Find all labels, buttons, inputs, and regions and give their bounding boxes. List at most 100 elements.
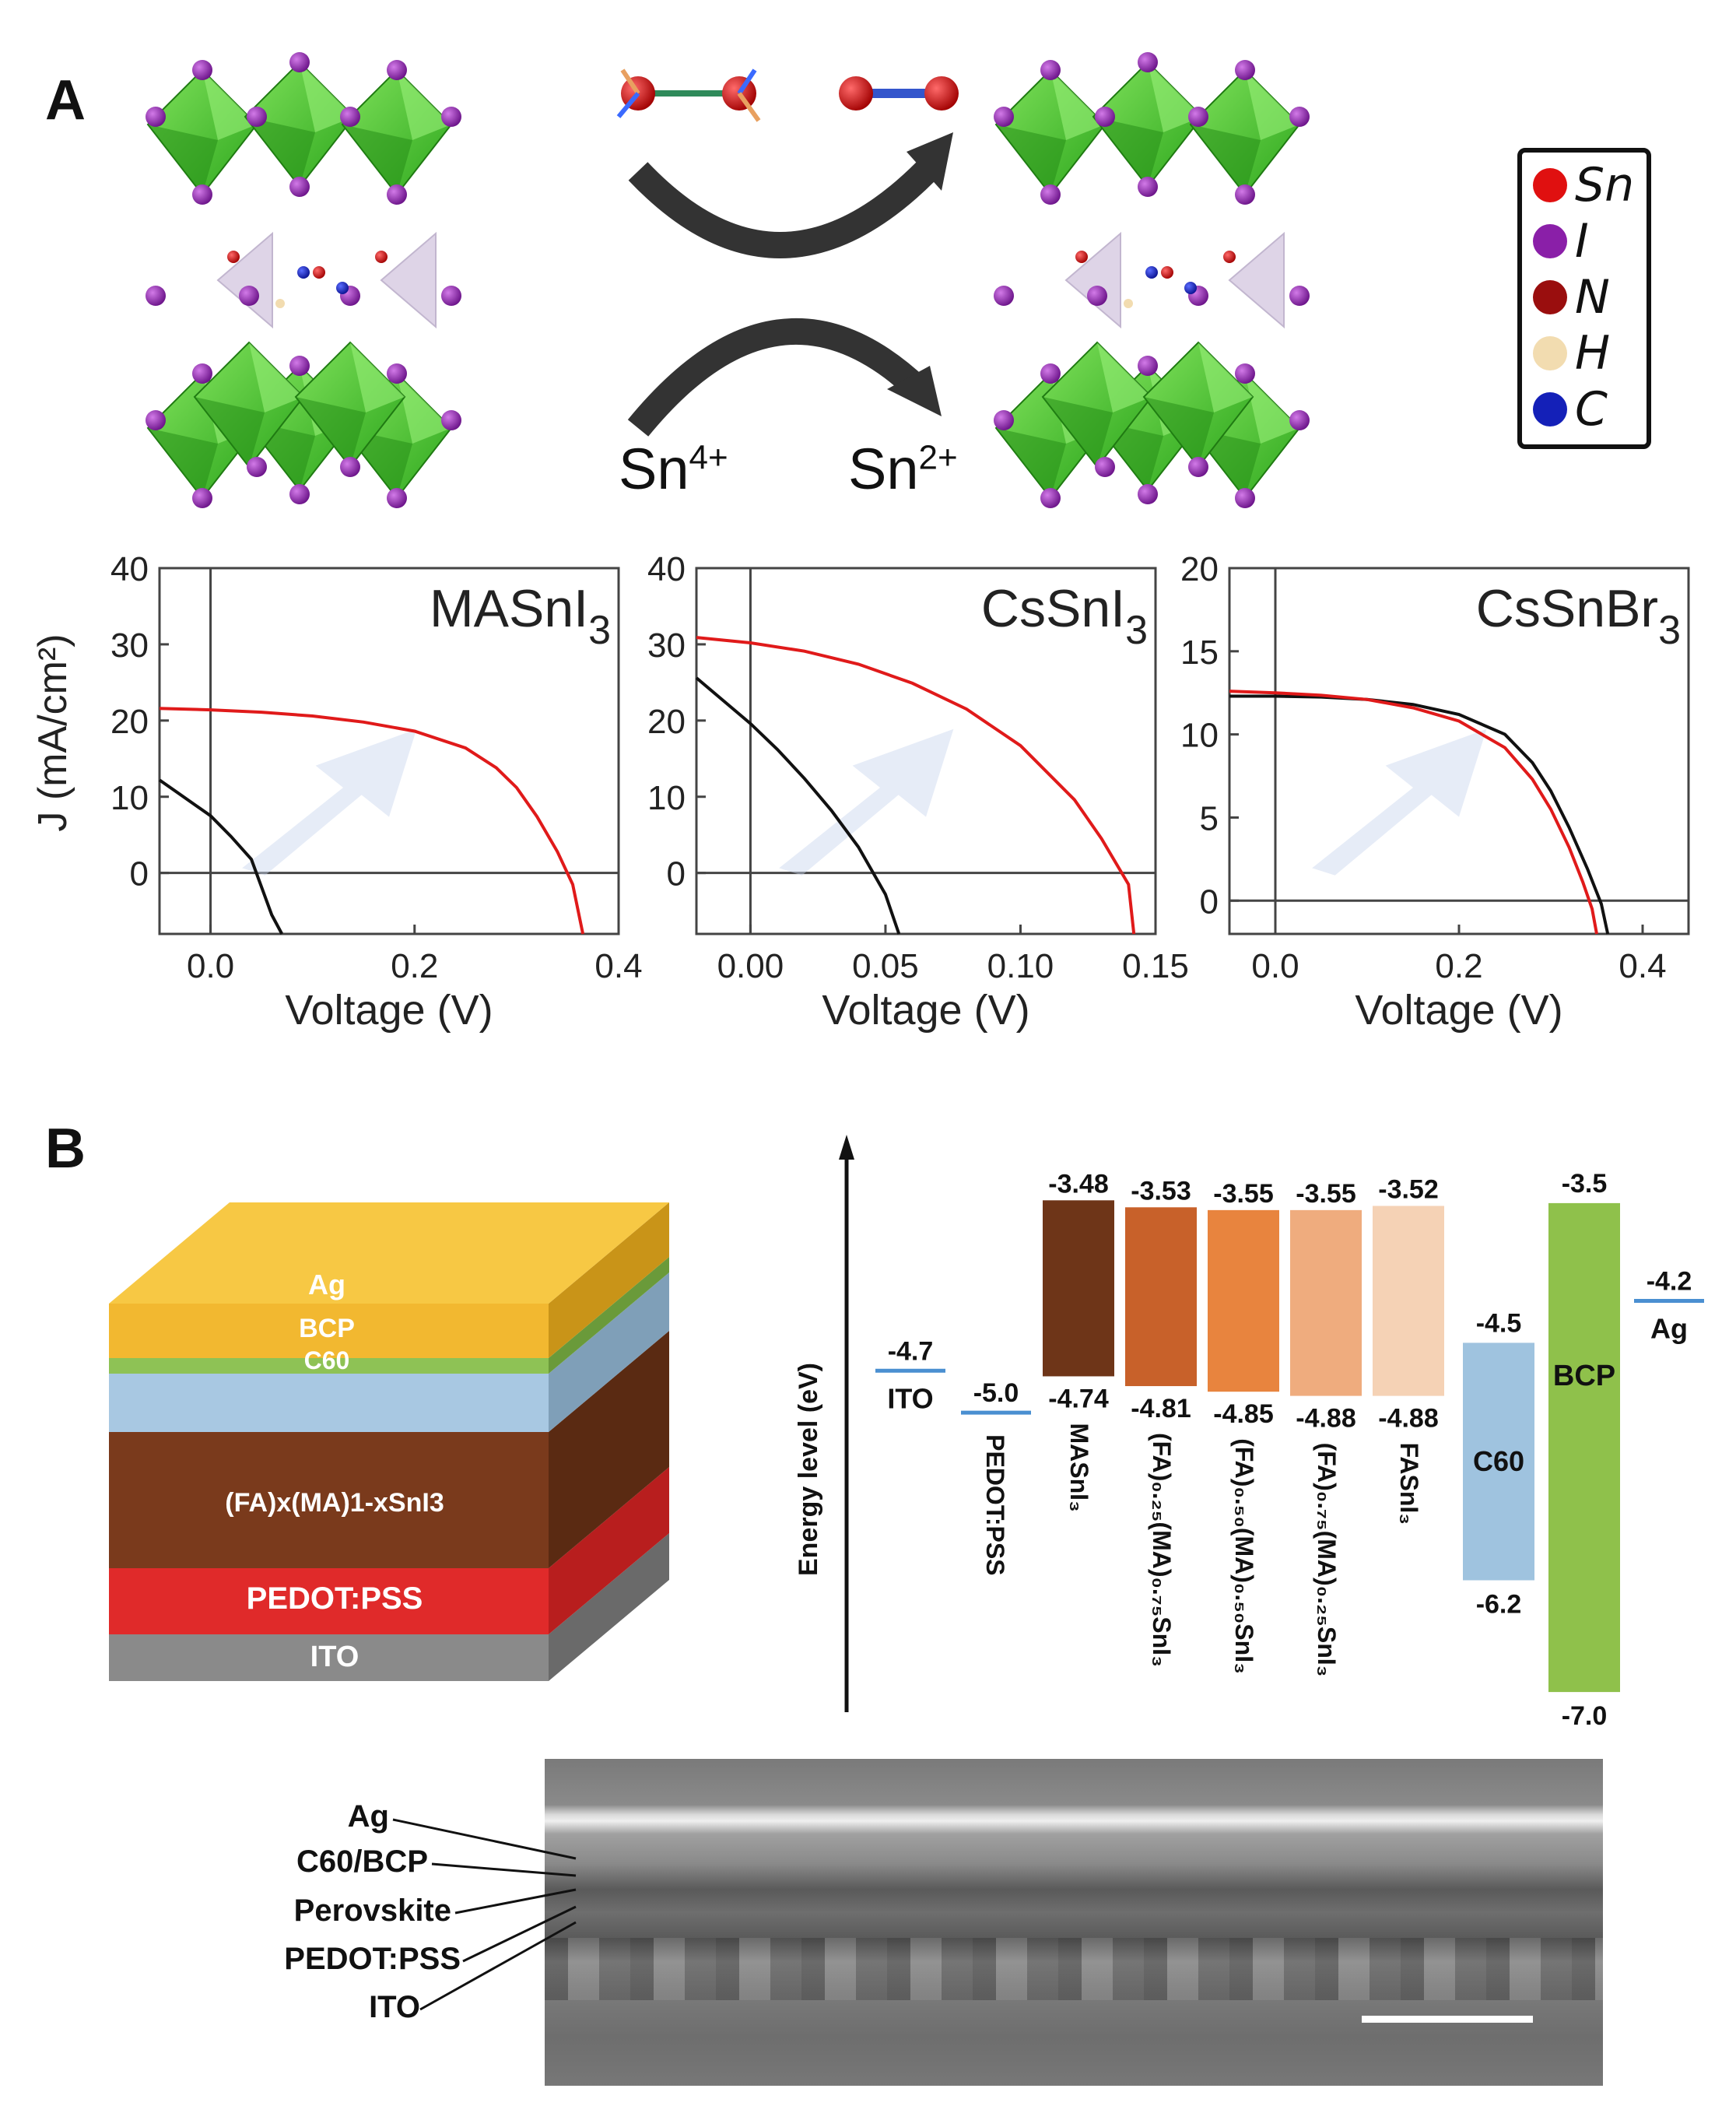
energy-axis-arrow-icon [839,1135,854,1160]
sn-dot [1533,168,1567,202]
trend-arrow-icon [242,728,417,876]
chart-title: MASnI3 [430,579,611,653]
ag-value: -4.2 [1647,1267,1692,1297]
stack-label-perovskite: (FA)x(MA)1-xSnI3 [225,1488,444,1518]
perovskite-bottom-3: -4.88 [1296,1404,1356,1434]
jv-series-1 [696,636,1136,935]
jv-series-1 [159,707,585,935]
y-tick-label: 40 [647,550,686,588]
y-tick-label: 5 [1200,799,1219,837]
legend-row-h: H [1533,330,1610,377]
perovskite-name-2: (FA)₀.₅₀(MA)₀.₅₀SnI₃ [1230,1438,1258,1674]
sem-label-pedot: PEDOT:PSS [284,1942,461,1976]
sem-cross-section-image [545,1759,1603,2086]
jv-chart-0: 0 10 20 30 40 0.0 0.2 0.4 MASnI3 Voltage (V) J (mA… [30,550,643,1034]
c60-bottom: -6.2 [1476,1590,1522,1620]
plot-frame [695,567,1157,935]
sem-label-c60-bcp: C60/BCP [296,1844,428,1879]
perovskite-band-3 [1290,1209,1362,1396]
energy-axis-label: Energy level (eV) [794,1362,823,1576]
sn2-label: Sn2+ [848,437,958,501]
x-tick-label: 0.10 [987,947,1054,985]
plot-frame [158,567,620,935]
sn4-label: Sn4+ [619,437,728,501]
sem-label-perovskite: Perovskite [293,1894,451,1928]
stack-label-ito: ITO [310,1641,359,1673]
perovskite-top-1: -3.53 [1131,1176,1191,1206]
y-tick-label: 20 [647,703,686,741]
perovskite-top-4: -3.52 [1378,1174,1439,1204]
jv-chart-2: 0 5 10 15 20 0.0 0.2 0.4 CsSnBr3 Voltage (V) [1180,550,1690,1034]
perovskite-bottom-2: -4.85 [1213,1399,1274,1429]
ito-value: -4.7 [888,1336,934,1366]
y-tick-label: 0 [130,855,149,893]
x-tick-label: 0.00 [717,947,784,985]
x-tick-label: 0.0 [187,947,234,985]
x-tick-label: 0.4 [594,947,642,985]
c60-top: -4.5 [1476,1308,1522,1338]
perovskite-band-2 [1208,1209,1279,1392]
perovskite-top-0: -3.48 [1048,1169,1109,1199]
scale-bar [1362,2016,1533,2023]
x-axis-label: Voltage (V) [822,987,1029,1034]
legend-row-sn: Sn [1533,162,1634,209]
chart-title-subscript: 3 [1125,608,1148,653]
y-tick-label: 10 [1180,717,1219,755]
chart-title-subscript: 3 [588,608,611,653]
perovskite-structure-scheme [140,23,1463,521]
perovskite-bottom-1: -4.81 [1131,1394,1191,1423]
y-tick-label: 10 [110,779,149,817]
jv-series-1 [1229,690,1598,935]
c60-band [1463,1343,1534,1581]
x-axis-label: Voltage (V) [1355,987,1562,1034]
x-tick-label: 0.2 [1435,947,1482,985]
n-dot [1533,280,1567,314]
stack-label-ag: Ag [308,1269,345,1300]
jv-series-0 [695,676,901,935]
y-tick-label: 30 [647,627,686,665]
sem-label-ag: Ag [347,1799,389,1834]
sem-leader-lines [392,1818,577,2011]
jv-series-0 [1229,694,1610,935]
jv-chart-1: 0 10 20 30 40 0.00 0.05 0.10 0.15 CsSnI3 Voltage (… [647,550,1189,1034]
y-tick-label: 40 [110,550,149,588]
x-tick-label: 0.05 [852,947,919,985]
y-tick-label: 10 [647,779,686,817]
element-legend: Sn I N H C [1517,148,1651,449]
perovskite-top-3: -3.55 [1296,1179,1356,1209]
perovskite-name-3: (FA)₀.₇₅(MA)₀.₂₅SnI₃ [1313,1443,1341,1677]
y-tick-label: 20 [110,703,149,741]
jv-series-0 [158,778,284,935]
y-tick-label: 20 [1180,550,1219,588]
y-tick-label: 15 [1180,634,1219,672]
y-tick-label: 30 [110,627,149,665]
perovskite-band-4 [1373,1206,1444,1396]
perovskite-band-0 [1043,1200,1114,1377]
sem-texture [545,1938,1603,2000]
perovskite-name-1: (FA)₀.₂₅(MA)₀.₇₅SnI₃ [1148,1433,1176,1667]
energy-level-diagram: -4.7 ITO -5.0 PEDOT:PSS -3.48 -4.74 MASnI₃ -3.5… [839,1135,1704,1731]
x-tick-label: 0.15 [1122,947,1189,985]
chart-title-subscript: 3 [1658,608,1681,653]
x-tick-label: 0.2 [391,947,438,985]
legend-row-i: I [1533,218,1589,265]
perovskite-name-0: MASnI₃ [1065,1423,1093,1511]
panel-b-letter: B [45,1118,86,1180]
device-stack [109,1202,669,1681]
sem-label-ito: ITO [369,1990,420,2024]
legend-row-n: N [1533,274,1610,321]
y-tick-label: 0 [1200,883,1219,921]
c-dot [1533,392,1567,426]
bcp-band [1548,1202,1620,1693]
perovskite-name-4: FASnI₃ [1395,1443,1423,1525]
stack-label-pedot: PEDOT:PSS [246,1581,423,1616]
perovskite-bottom-4: -4.88 [1378,1404,1439,1434]
panel-a-letter: A [45,69,86,132]
stack-label-c60: C60 [303,1346,350,1374]
x-axis-label: Voltage (V) [285,987,493,1034]
legend-row-c: C [1533,386,1608,433]
trend-arrow-icon [779,728,954,876]
perovskite-bottom-0: -4.74 [1048,1384,1109,1413]
ito-name: ITO [887,1382,933,1414]
